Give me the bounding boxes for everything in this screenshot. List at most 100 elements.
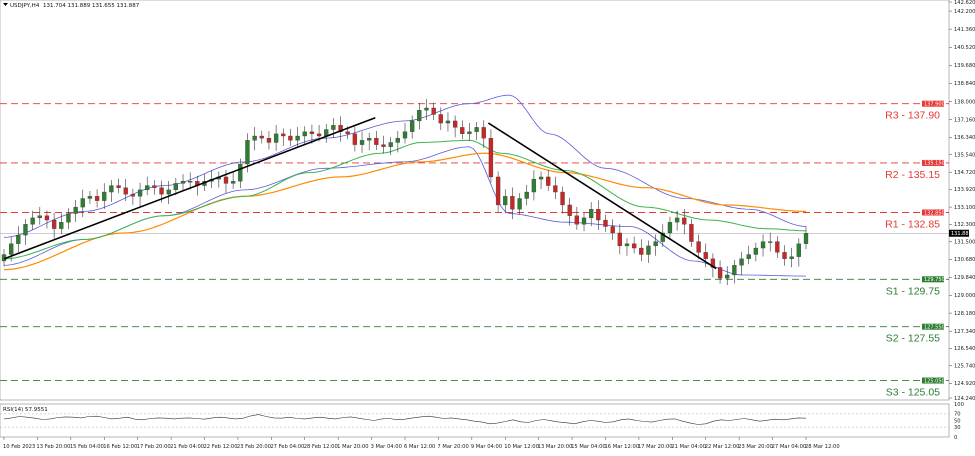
candle-body	[73, 206, 78, 214]
candle	[66, 208, 71, 230]
candle	[87, 190, 93, 204]
candle-body	[9, 243, 14, 255]
candle-body	[367, 138, 372, 141]
candle	[295, 127, 300, 148]
time-tick-label: 7 Mar 20:00	[437, 444, 468, 450]
candle-body	[467, 131, 472, 135]
collapse-triangle-icon[interactable]	[3, 3, 8, 6]
candle	[524, 184, 529, 206]
candle-body	[51, 219, 57, 229]
level-label-r1: R1 - 132.85	[885, 218, 940, 230]
candle-body	[581, 217, 587, 225]
candle	[130, 188, 136, 205]
candle-body	[667, 222, 673, 234]
candle	[474, 122, 479, 141]
candle	[560, 186, 565, 214]
time-tick-label: 28 Mar 12:00	[805, 444, 840, 450]
candle-body	[574, 215, 580, 225]
level-tag-text-s3: 125.050	[924, 378, 945, 384]
level-tag-text-r3: 137.900	[924, 101, 945, 107]
candle	[431, 102, 436, 120]
candle-body	[309, 131, 315, 135]
candle	[596, 200, 601, 230]
candle-body	[760, 241, 766, 249]
candle	[481, 120, 486, 149]
time-tick-label: 23 Feb 20:00	[237, 444, 271, 450]
candle-body	[116, 185, 121, 188]
candle-body	[145, 185, 150, 191]
candle	[309, 124, 315, 144]
price-tick-label: 138.000	[954, 99, 975, 105]
candle	[331, 118, 336, 138]
candle-body	[460, 127, 465, 135]
candle	[188, 172, 193, 190]
candle	[166, 181, 171, 205]
candle-body	[567, 204, 572, 216]
candle-body	[746, 254, 751, 259]
candle	[667, 216, 673, 240]
price-tick-label: 135.540	[954, 152, 975, 158]
candle-body	[395, 138, 400, 143]
time-tick-label: 13 Feb 20:00	[36, 444, 70, 450]
candle-body	[775, 241, 780, 253]
candle	[674, 210, 680, 231]
candle-body	[653, 241, 658, 247]
rsi-scale-label: 0	[954, 435, 957, 441]
candle	[395, 131, 400, 153]
candle	[80, 189, 85, 218]
candle-body	[266, 138, 272, 143]
price-tick-label: 133.100	[954, 205, 975, 211]
candle	[660, 224, 665, 247]
candle-body	[553, 185, 558, 193]
candle	[589, 202, 594, 227]
main-plot-area	[0, 0, 950, 401]
candle	[30, 210, 35, 230]
candle-body	[109, 185, 114, 193]
candle	[417, 103, 422, 130]
candle-body	[424, 107, 429, 111]
candle-body	[259, 135, 264, 139]
candle	[109, 180, 114, 202]
candle-body	[59, 222, 64, 229]
candle-body	[123, 187, 128, 195]
rsi-scale-label: 100	[954, 402, 964, 408]
candle-body	[80, 198, 85, 208]
time-tick-label: 15 Feb 04:00	[70, 444, 104, 450]
candle	[746, 245, 751, 265]
candle-body	[180, 181, 186, 184]
price-tick-label: 129.840	[954, 275, 975, 281]
rsi-label: RSI(14) 57.9551	[3, 407, 48, 413]
candle	[410, 115, 415, 139]
candle-body	[789, 256, 794, 259]
candle	[467, 122, 472, 141]
candle	[610, 219, 615, 240]
time-tick-label: 28 Feb 12:00	[304, 444, 338, 450]
candle-body	[531, 178, 537, 193]
candle	[553, 176, 558, 199]
candle-body	[417, 110, 422, 122]
level-tag-text-s2: 127.550	[924, 324, 945, 330]
level-tag-r3	[922, 100, 944, 107]
time-tick-label: 27 Feb 04:00	[270, 444, 304, 450]
candle	[689, 218, 694, 247]
price-tick-label: 136.340	[954, 135, 975, 141]
price-tick-label: 128.180	[954, 311, 975, 317]
level-tag-text-s1: 129.750	[924, 277, 945, 283]
candle	[503, 189, 508, 214]
candle	[796, 238, 801, 267]
candle-body	[245, 140, 250, 165]
candle	[374, 131, 379, 151]
candle-body	[188, 181, 193, 183]
candle-body	[410, 120, 415, 132]
candle	[725, 266, 730, 286]
rsi-plot-area	[0, 403, 950, 438]
candle	[682, 209, 687, 235]
candle	[703, 243, 708, 268]
candle-body	[352, 133, 358, 145]
candle	[51, 212, 57, 239]
candle	[603, 214, 608, 232]
candle	[288, 128, 293, 146]
time-tick-label: 16 Mar 12:00	[605, 444, 640, 450]
candle	[359, 131, 365, 154]
